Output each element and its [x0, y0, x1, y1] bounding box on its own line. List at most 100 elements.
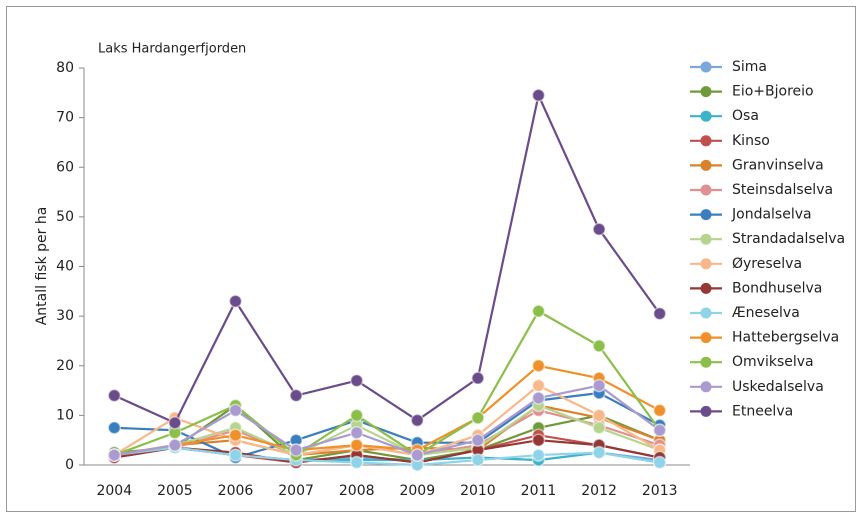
legend-marker — [700, 307, 712, 319]
legend-label: Strandadalselva — [732, 231, 845, 247]
series-line — [114, 446, 660, 467]
legend-marker — [700, 282, 712, 294]
y-tick-label: 10 — [56, 407, 74, 423]
legend-label: Steinsdalselva — [732, 182, 833, 198]
x-tick-label: 2005 — [157, 483, 193, 499]
y-axis-label: Antall fisk per ha — [34, 207, 50, 326]
legend-label: Osa — [732, 108, 759, 124]
data-point — [349, 425, 364, 440]
legend-label: Hattebergselva — [732, 330, 839, 346]
x-tick-label: 2004 — [96, 483, 132, 499]
data-point — [471, 433, 485, 447]
data-point — [289, 388, 303, 403]
legend-label: Æneselva — [732, 305, 800, 321]
data-point — [531, 448, 546, 462]
series-line — [114, 404, 661, 457]
data-point — [592, 339, 606, 353]
data-point — [531, 88, 546, 103]
legend-label: Kinso — [732, 133, 770, 149]
data-point — [592, 222, 606, 237]
data-point — [107, 388, 122, 403]
y-tick-label: 80 — [56, 60, 74, 76]
legend-marker — [700, 332, 712, 344]
y-tick-label: 60 — [56, 159, 74, 175]
data-point — [228, 294, 243, 308]
legend-marker — [700, 381, 712, 393]
data-point — [592, 421, 606, 435]
legend-label: Uskedalselva — [732, 379, 824, 395]
data-point — [107, 448, 122, 462]
series-line — [114, 384, 661, 457]
legend-label: Etneelva — [732, 403, 793, 419]
x-tick-label: 2008 — [339, 483, 375, 499]
data-point — [107, 421, 122, 435]
data-point — [592, 378, 606, 393]
data-point — [471, 453, 485, 467]
data-point — [471, 411, 485, 425]
legend-label: Jondalselva — [731, 207, 812, 223]
x-tick-label: 2009 — [399, 483, 435, 499]
series-line — [114, 364, 661, 457]
legend-marker — [700, 135, 712, 147]
data-point — [410, 448, 425, 462]
y-tick-label: 20 — [56, 358, 74, 374]
legend-marker — [700, 184, 712, 196]
legend-marker — [700, 233, 712, 245]
series-line — [113, 91, 661, 425]
series-line — [114, 404, 661, 457]
data-point — [228, 448, 243, 462]
data-point — [652, 455, 667, 470]
data-point — [531, 378, 546, 393]
series-line — [114, 391, 661, 459]
data-point — [349, 455, 364, 470]
data-point — [531, 359, 546, 373]
x-tick-label: 2013 — [642, 483, 678, 499]
y-tick-label: 50 — [56, 209, 74, 225]
legend-marker — [700, 209, 712, 221]
data-point — [228, 403, 243, 418]
data-point — [471, 371, 485, 385]
data-point — [652, 306, 667, 321]
legend-marker — [700, 61, 712, 73]
legend-label: Sima — [732, 59, 767, 75]
data-point — [349, 438, 364, 452]
legend-label: Øyreselva — [732, 256, 802, 272]
x-tick-label: 2010 — [460, 483, 496, 499]
legend-label: Granvinselva — [732, 157, 824, 173]
data-point — [228, 428, 243, 442]
legend-label: Bondhuselva — [732, 280, 822, 296]
legend-marker — [700, 159, 712, 171]
y-tick-label: 0 — [65, 457, 74, 473]
legend-label: Eio+Bjoreio — [732, 84, 814, 100]
legend-marker — [700, 405, 712, 417]
frame — [6, 6, 856, 512]
data-point — [592, 408, 606, 423]
legend-marker — [700, 356, 712, 368]
series-line — [114, 439, 660, 464]
data-point — [410, 413, 425, 428]
series-line — [113, 309, 661, 457]
data-point — [652, 423, 667, 438]
y-tick-label: 30 — [56, 308, 74, 324]
y-tick-label: 70 — [56, 110, 74, 126]
legend-marker — [700, 86, 712, 98]
data-point — [592, 445, 606, 460]
legend-marker — [700, 110, 712, 122]
x-tick-label: 2012 — [581, 483, 617, 499]
data-point — [289, 443, 303, 457]
legend-label: Omvikselva — [732, 354, 814, 370]
x-tick-label: 2006 — [218, 483, 254, 499]
data-point — [349, 373, 364, 388]
data-point — [531, 391, 546, 405]
x-tick-label: 2011 — [521, 483, 557, 499]
data-point — [531, 304, 546, 318]
data-point — [168, 416, 182, 430]
x-tick-label: 2007 — [278, 483, 314, 499]
legend-marker — [700, 258, 712, 270]
chart-title: Laks Hardangerfjorden — [98, 42, 246, 57]
data-point — [652, 403, 667, 418]
data-point — [531, 433, 546, 447]
data-point — [168, 438, 182, 452]
y-tick-label: 40 — [56, 259, 74, 275]
